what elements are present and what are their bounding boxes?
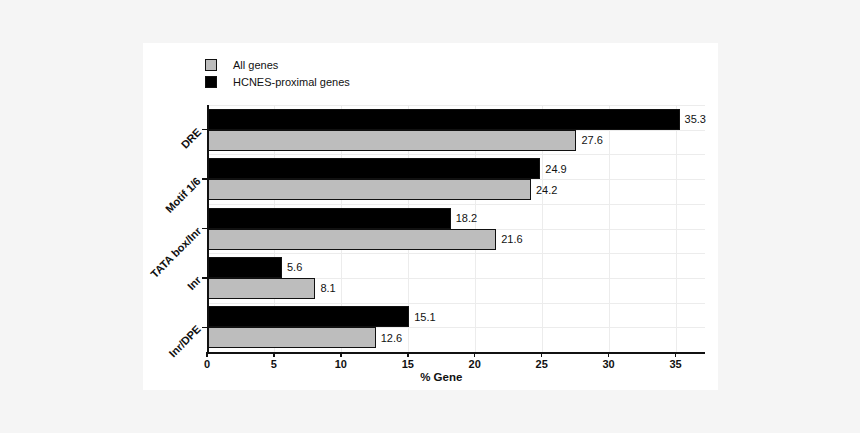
x-tick-mark: [675, 352, 677, 357]
x-axis-label: % Gene: [420, 371, 462, 383]
x-tick-label: 30: [602, 358, 614, 370]
y-tick-mark: [202, 277, 208, 279]
grid-line-horizontal: [207, 154, 705, 155]
category-label: TATA box/Inr: [148, 224, 203, 279]
grid-line-vertical: [676, 105, 677, 352]
bar-value-label: 15.1: [414, 306, 435, 327]
x-tick-mark: [608, 352, 610, 357]
bar-value-label: 18.2: [456, 208, 477, 229]
x-tick-label: 15: [402, 358, 414, 370]
category-label: Inr/DPE: [167, 323, 204, 360]
bar-value-label: 8.1: [320, 278, 335, 299]
category-label: Motif 1/6: [163, 175, 203, 215]
x-tick-label: 20: [469, 358, 481, 370]
bar-hcnes-proximal-genes: [207, 208, 451, 229]
bar-hcnes-proximal-genes: [207, 306, 409, 327]
bar-value-label: 24.2: [536, 179, 557, 200]
legend: All genes HCNES-proximal genes: [205, 56, 350, 90]
grid-line-horizontal: [207, 204, 705, 205]
bar-value-label: 24.9: [545, 158, 566, 179]
bar-hcnes-proximal-genes: [207, 257, 282, 278]
grid-line-horizontal: [207, 253, 705, 254]
x-tick-mark: [206, 352, 208, 357]
bar-all-genes: [207, 278, 315, 299]
chart-panel: All genes HCNES-proximal genes % Gene 35…: [143, 43, 718, 390]
y-tick-mark: [202, 129, 208, 131]
x-tick-label: 5: [271, 358, 277, 370]
y-tick-mark: [202, 228, 208, 230]
x-tick-label: 35: [669, 358, 681, 370]
x-tick-label: 0: [204, 358, 210, 370]
grid-line-vertical: [609, 105, 610, 352]
bar-value-label: 35.3: [685, 109, 706, 130]
y-tick-mark: [202, 178, 208, 180]
bar-value-label: 12.6: [381, 327, 402, 348]
grid-line-horizontal: [207, 105, 705, 106]
legend-label-all-genes: All genes: [233, 59, 278, 71]
x-tick-mark: [273, 352, 275, 357]
bar-value-label: 21.6: [501, 229, 522, 250]
x-tick-mark: [407, 352, 409, 357]
bar-hcnes-proximal-genes: [207, 109, 680, 130]
category-label: Inr: [185, 274, 203, 292]
x-tick-label: 25: [536, 358, 548, 370]
legend-swatch-hcnes-proximal-genes: [205, 76, 217, 88]
bar-value-label: 5.6: [287, 257, 302, 278]
plot-area: % Gene 35.327.6DRE24.924.2Motif 1/618.22…: [207, 105, 705, 352]
bar-all-genes: [207, 130, 576, 151]
x-tick-mark: [340, 352, 342, 357]
bar-all-genes: [207, 327, 376, 348]
y-axis-line: [207, 105, 209, 352]
legend-swatch-all-genes: [205, 59, 217, 71]
x-tick-mark: [474, 352, 476, 357]
bar-hcnes-proximal-genes: [207, 158, 540, 179]
x-tick-mark: [541, 352, 543, 357]
y-tick-mark: [202, 327, 208, 329]
category-label: DRE: [178, 125, 203, 150]
grid-line-horizontal: [207, 303, 705, 304]
bar-value-label: 27.6: [581, 130, 602, 151]
x-axis-line: [207, 352, 705, 354]
x-tick-label: 10: [335, 358, 347, 370]
legend-label-hcnes-proximal-genes: HCNES-proximal genes: [233, 76, 350, 88]
bar-all-genes: [207, 229, 496, 250]
legend-item-hcnes-proximal-genes: HCNES-proximal genes: [205, 73, 350, 90]
figure-background: All genes HCNES-proximal genes % Gene 35…: [0, 0, 860, 433]
legend-item-all-genes: All genes: [205, 56, 350, 73]
bar-all-genes: [207, 179, 531, 200]
